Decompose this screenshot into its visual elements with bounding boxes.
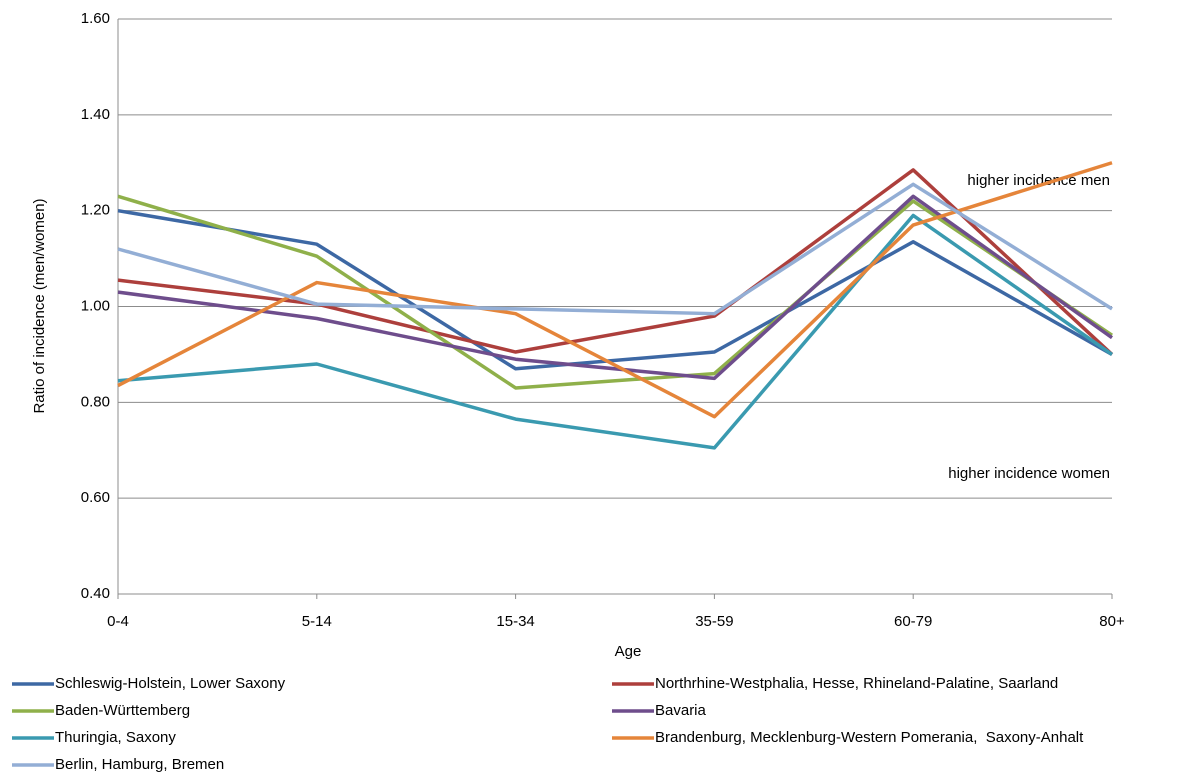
y-tick-label: 1.00 (81, 297, 110, 314)
series-line (117, 168, 1114, 356)
legend-label: Baden-Württemberg (55, 702, 190, 719)
y-tick-label: 0.60 (81, 489, 110, 506)
series-line (117, 194, 1114, 381)
y-tick-label: 1.60 (81, 10, 110, 27)
x-tick-label: 35-59 (695, 613, 733, 630)
series-line (117, 182, 1113, 316)
legend-label: Bavaria (655, 702, 707, 719)
y-axis-title: Ratio of incidence (men/women) (31, 198, 48, 413)
series-line (117, 213, 1114, 450)
legend-label: Schleswig-Holstein, Lower Saxony (55, 675, 286, 692)
series-line (117, 194, 1113, 390)
y-tick-label: 0.80 (81, 393, 110, 410)
y-tick-label: 1.40 (81, 106, 110, 123)
series-line (117, 161, 1113, 419)
x-tick-label: 60-79 (894, 613, 932, 630)
series-line (117, 208, 1113, 371)
x-tick-label: 80+ (1099, 613, 1125, 630)
x-tick-label: 15-34 (496, 613, 534, 630)
legend-label: Northrhine-Westphalia, Hesse, Rhineland-… (655, 675, 1058, 692)
legend-label: Berlin, Hamburg, Bremen (55, 756, 224, 773)
y-tick-label: 1.20 (81, 202, 110, 219)
x-tick-label: 0-4 (107, 613, 129, 630)
annotation: higher incidence women (948, 465, 1110, 482)
x-tick-label: 5-14 (302, 613, 332, 630)
y-tick-label: 0.40 (81, 585, 110, 602)
legend-label: Brandenburg, Mecklenburg-Western Pomeran… (655, 729, 1084, 746)
legend-label: Thuringia, Saxony (55, 729, 176, 746)
x-axis-title: Age (615, 643, 642, 660)
